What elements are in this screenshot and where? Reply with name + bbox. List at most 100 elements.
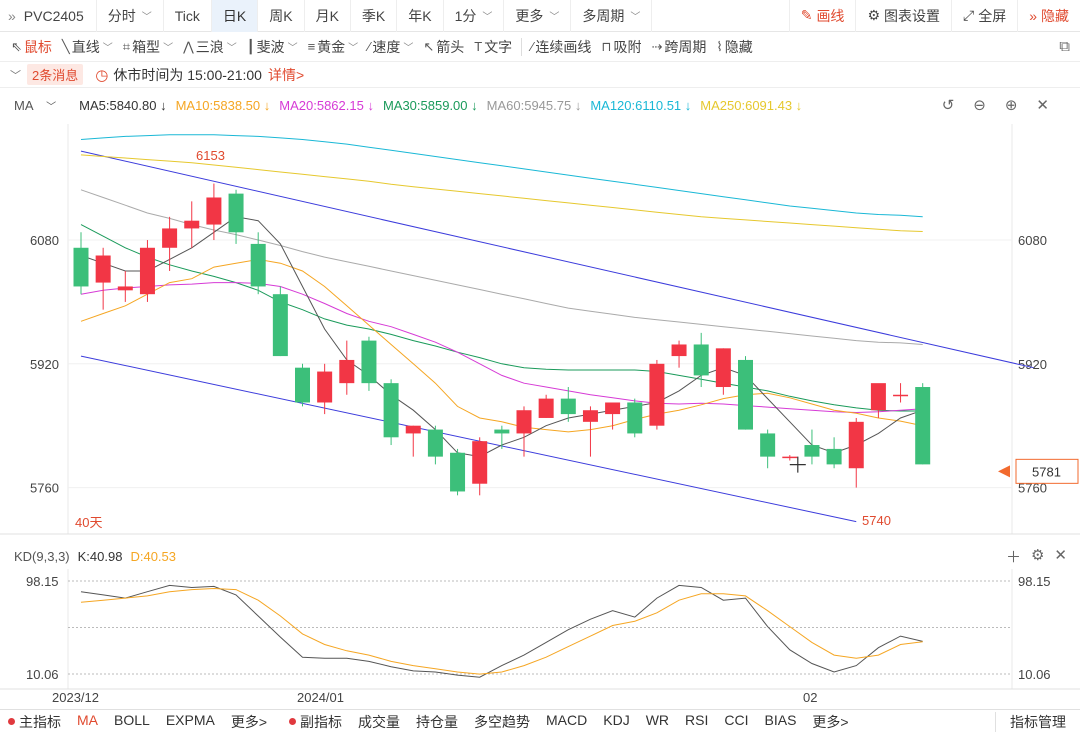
ma-item-5: MA120:6110.51 ↓ bbox=[590, 97, 692, 113]
zoom-out-icon[interactable]: ⊖ bbox=[973, 97, 986, 114]
ma-selector[interactable]: MA ﹀ bbox=[14, 97, 57, 113]
draw-tool-9[interactable]: ⁄ 连续画线 bbox=[526, 37, 596, 57]
sub-indicator-4[interactable]: KDJ bbox=[603, 711, 630, 728]
x-axis-label: 02 bbox=[803, 690, 817, 705]
candle-body[interactable] bbox=[693, 344, 709, 376]
main-indicator-1[interactable]: BOLL bbox=[114, 711, 150, 728]
candle-body[interactable] bbox=[848, 421, 864, 469]
sub-indicator-8[interactable]: BIAS bbox=[764, 711, 797, 728]
candle-body[interactable] bbox=[162, 228, 178, 248]
tab-8[interactable]: 更多 ﹀ bbox=[504, 0, 572, 32]
candle-body[interactable] bbox=[804, 445, 820, 457]
candle-body[interactable] bbox=[139, 247, 155, 295]
candle-body[interactable] bbox=[228, 193, 244, 233]
channel-lower-line[interactable] bbox=[80, 355, 857, 523]
message-badge[interactable]: 2条消息 bbox=[27, 64, 84, 85]
sub-indicator-6[interactable]: RSI bbox=[685, 711, 709, 728]
candle-body[interactable] bbox=[361, 340, 377, 384]
zoom-in-icon[interactable]: ⊕ bbox=[1004, 97, 1018, 114]
fullscreen-button[interactable]: ⤢ 全屏 bbox=[951, 0, 1017, 32]
main-indicator-0[interactable]: MA bbox=[77, 711, 98, 728]
chart-settings-button[interactable]: ⚙ 图表设置 bbox=[855, 0, 951, 32]
candle-body[interactable] bbox=[760, 433, 776, 457]
candle-body[interactable] bbox=[494, 429, 510, 434]
tab-6[interactable]: 年K bbox=[397, 0, 444, 32]
candle-body[interactable] bbox=[826, 448, 842, 465]
candle-body[interactable] bbox=[250, 243, 266, 287]
candle-body[interactable] bbox=[715, 348, 731, 388]
tab-9[interactable]: 多周期 ﹀ bbox=[571, 0, 653, 32]
candle-body[interactable] bbox=[117, 286, 133, 291]
sub-indicator-7[interactable]: CCI bbox=[724, 711, 749, 728]
candlestick-chart[interactable]: 6080 6080 5920 5920 5760 5760 6153 5740 40天 5781 9… bbox=[0, 118, 1080, 708]
candle-body[interactable] bbox=[317, 371, 333, 403]
draw-tool-3[interactable]: ⋀ 三浪 ﹀ bbox=[178, 37, 242, 57]
draw-tool-11[interactable]: ⇢ 跨周期 bbox=[647, 37, 712, 57]
main-indicator-3[interactable]: 更多> bbox=[230, 713, 268, 730]
draw-tool-12[interactable]: ⌇ 隐藏 bbox=[711, 37, 757, 57]
candle-body[interactable] bbox=[472, 441, 488, 484]
undo-icon[interactable]: ↺ bbox=[941, 97, 955, 114]
tab-2[interactable]: 日K bbox=[211, 0, 259, 32]
sub-indicator-3[interactable]: MACD bbox=[546, 711, 588, 728]
candle-body[interactable] bbox=[915, 387, 931, 465]
close-icon[interactable]: ✕ bbox=[1054, 546, 1067, 564]
close-icon[interactable]: ✕ bbox=[1036, 97, 1049, 114]
candle-body[interactable] bbox=[649, 363, 665, 426]
draw-line-button[interactable]: ✎ 画线 bbox=[788, 0, 856, 32]
tab-3[interactable]: 周K bbox=[258, 0, 305, 32]
draw-tool-2[interactable]: ⌗ 箱型 ﹀ bbox=[118, 37, 178, 57]
candle-body[interactable] bbox=[627, 402, 643, 434]
candle-body[interactable] bbox=[206, 197, 222, 225]
draw-tool-7[interactable]: ↖ 箭头 bbox=[418, 37, 469, 57]
candle-body[interactable] bbox=[295, 367, 310, 403]
draw-tool-1[interactable]: ╲ 直线 ﹀ bbox=[57, 37, 118, 57]
candle-body[interactable] bbox=[427, 429, 443, 457]
tab-0[interactable]: 分时 ﹀ bbox=[97, 0, 164, 32]
candle-body[interactable] bbox=[383, 383, 399, 438]
tab-7[interactable]: 1分 ﹀ bbox=[444, 0, 505, 32]
gear-icon[interactable]: ⚙ bbox=[1030, 546, 1045, 564]
candle-body[interactable] bbox=[405, 425, 421, 434]
candle-body[interactable] bbox=[560, 398, 576, 415]
draw-tool-5[interactable]: ≡ 黄金 ﹀ bbox=[303, 37, 364, 57]
draw-tool-4[interactable]: ┃ 斐波 ﹀ bbox=[242, 37, 303, 57]
candle-body[interactable] bbox=[450, 452, 466, 492]
chevron-down-icon[interactable]: ﹀ bbox=[10, 69, 21, 82]
main-indicator-2[interactable]: EXPMA bbox=[165, 711, 215, 728]
indicator-manage-button[interactable]: 指标管理 bbox=[995, 711, 1080, 732]
candle-body[interactable] bbox=[893, 394, 909, 397]
sub-indicator-0[interactable]: 成交量 bbox=[358, 713, 401, 730]
candle-body[interactable] bbox=[73, 247, 89, 287]
candle-body[interactable] bbox=[184, 220, 200, 229]
candle-body[interactable] bbox=[95, 255, 111, 283]
candle-body[interactable] bbox=[538, 398, 554, 418]
tab-4[interactable]: 月K bbox=[305, 0, 351, 32]
candle-body[interactable] bbox=[516, 410, 532, 434]
sub-indicator-2[interactable]: 多空趋势 bbox=[474, 713, 531, 730]
channel-upper-line[interactable] bbox=[80, 150, 1034, 369]
candle-body[interactable] bbox=[582, 410, 598, 422]
tab-5[interactable]: 季K bbox=[351, 0, 398, 32]
candle-body[interactable] bbox=[671, 344, 687, 357]
candle-body[interactable] bbox=[870, 383, 886, 411]
draw-tool-6[interactable]: ⁄ 速度 ﹀ bbox=[363, 37, 418, 57]
candle-body[interactable] bbox=[339, 359, 355, 384]
sub-indicator-5[interactable]: WR bbox=[645, 711, 670, 728]
draw-tool-10[interactable]: ⊓ 吸附 bbox=[596, 37, 646, 57]
candle-body[interactable] bbox=[605, 402, 621, 415]
candle-body[interactable] bbox=[272, 294, 288, 357]
candle-body[interactable] bbox=[738, 359, 753, 430]
candle-body[interactable] bbox=[782, 456, 798, 459]
draw-tool-8[interactable]: T 文字 bbox=[469, 37, 517, 57]
details-link[interactable]: 详情> bbox=[267, 66, 305, 83]
sub-indicator-1[interactable]: 持仓量 bbox=[416, 713, 459, 730]
draw-tool-0[interactable]: ⇖ 鼠标 bbox=[6, 37, 57, 57]
symbol-selector[interactable]: » PVC2405 bbox=[0, 0, 97, 32]
sub-indicator-9[interactable]: 更多> bbox=[812, 713, 849, 730]
window-icon[interactable]: ⧉ bbox=[1059, 38, 1070, 55]
tab-1[interactable]: Tick bbox=[164, 0, 212, 32]
tool-icon: ⋀ bbox=[183, 38, 194, 54]
plus-icon[interactable]: ＋ bbox=[1005, 548, 1021, 566]
hide-panel-button[interactable]: » 隐藏 bbox=[1017, 0, 1080, 32]
